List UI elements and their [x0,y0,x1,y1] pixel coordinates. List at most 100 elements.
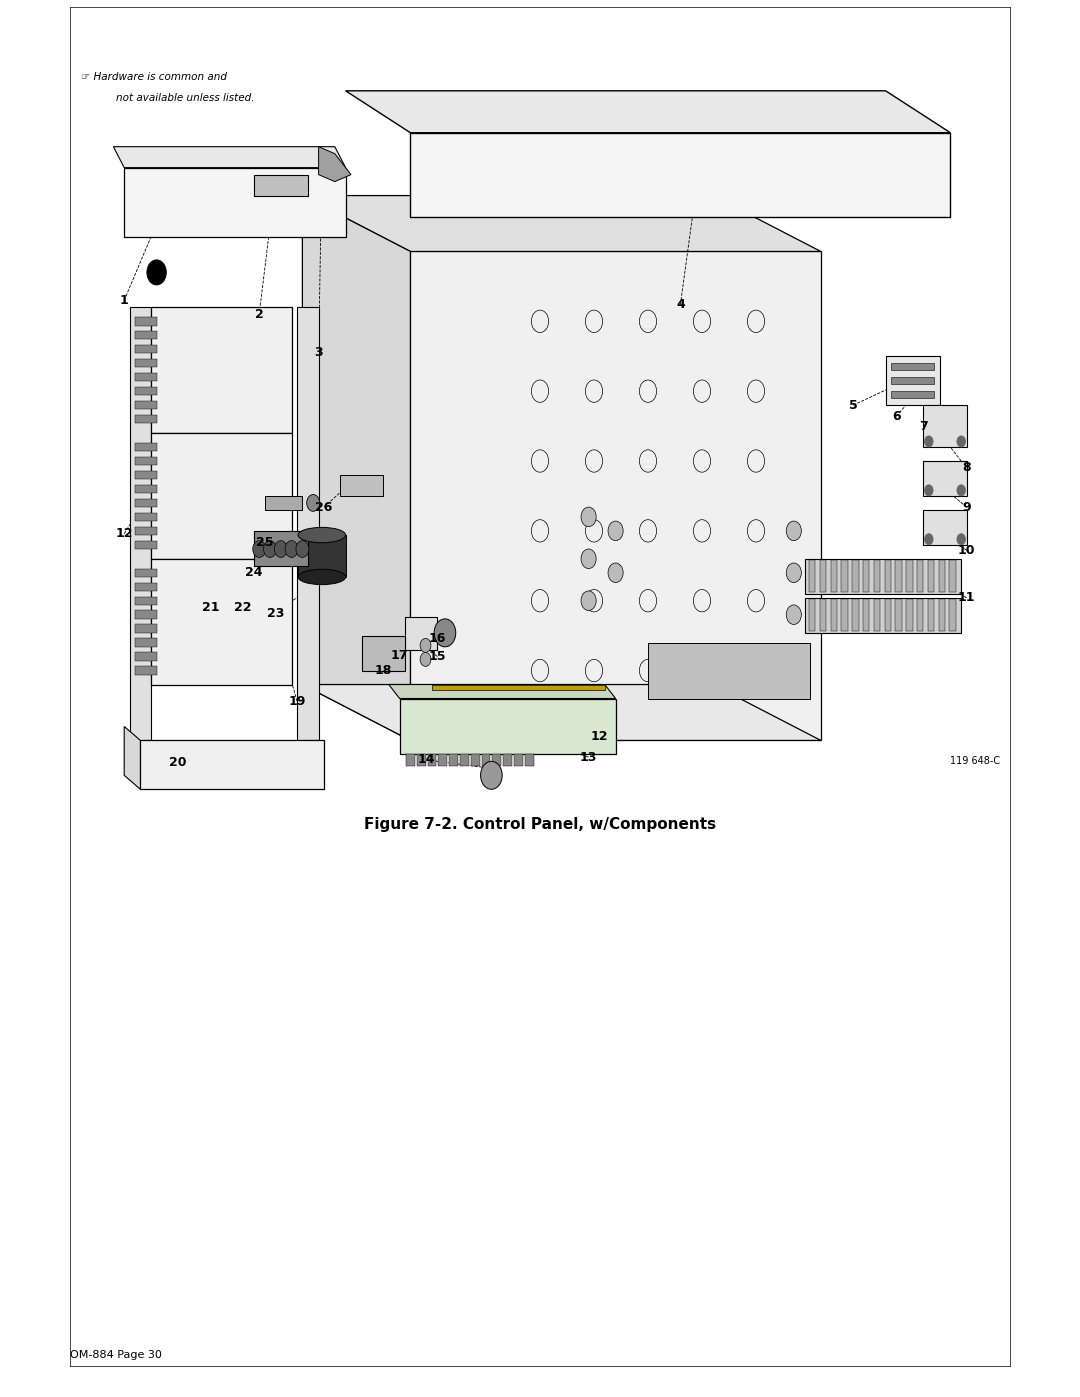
Polygon shape [135,527,157,535]
Polygon shape [362,636,405,671]
Text: 24: 24 [245,566,262,580]
Polygon shape [923,461,967,496]
Polygon shape [124,168,346,237]
Polygon shape [885,599,891,631]
Polygon shape [297,307,319,740]
Polygon shape [400,698,616,754]
Circle shape [957,485,966,496]
Polygon shape [135,485,157,493]
Polygon shape [302,196,410,740]
Text: 2: 2 [255,307,264,321]
Text: 26: 26 [315,500,333,514]
Polygon shape [449,754,458,766]
Circle shape [786,563,801,583]
Polygon shape [124,726,140,789]
Polygon shape [410,251,821,740]
Text: 7: 7 [919,419,928,433]
Polygon shape [151,307,292,433]
Polygon shape [438,754,447,766]
Text: 119 648-C: 119 648-C [950,756,1000,767]
Polygon shape [503,754,512,766]
Polygon shape [340,475,383,496]
Polygon shape [805,559,961,594]
Text: 14: 14 [418,753,435,767]
Polygon shape [113,147,346,168]
Polygon shape [831,560,837,592]
Polygon shape [885,560,891,592]
Circle shape [957,534,966,545]
Polygon shape [135,359,157,367]
Circle shape [420,652,431,666]
Circle shape [285,541,298,557]
Polygon shape [939,560,945,592]
Polygon shape [928,599,934,631]
Polygon shape [949,560,956,592]
Polygon shape [460,754,469,766]
Circle shape [307,495,320,511]
Text: 18: 18 [375,664,392,678]
Text: OM-884 Page 30: OM-884 Page 30 [70,1350,162,1361]
Polygon shape [852,560,859,592]
Polygon shape [831,599,837,631]
Text: 5: 5 [849,398,858,412]
Circle shape [786,521,801,541]
Text: 17: 17 [391,648,408,662]
Circle shape [264,541,276,557]
Polygon shape [265,496,302,510]
Polygon shape [406,754,415,766]
Polygon shape [135,457,157,465]
Polygon shape [820,599,826,631]
Polygon shape [319,147,351,182]
Polygon shape [471,754,480,766]
Polygon shape [135,401,157,409]
Text: 25: 25 [256,535,273,549]
Polygon shape [514,754,523,766]
Polygon shape [895,599,902,631]
Polygon shape [130,307,151,740]
Circle shape [481,761,502,789]
Polygon shape [939,599,945,631]
Polygon shape [874,560,880,592]
Text: 21: 21 [202,601,219,615]
Ellipse shape [298,570,346,584]
Polygon shape [135,331,157,339]
Circle shape [608,521,623,541]
Text: 3: 3 [314,345,323,359]
Polygon shape [135,583,157,591]
Text: 4: 4 [676,298,685,312]
Text: 16: 16 [429,631,446,645]
Polygon shape [135,415,157,423]
Polygon shape [135,471,157,479]
Text: 6: 6 [892,409,901,423]
Polygon shape [346,91,950,133]
Polygon shape [135,638,157,647]
Polygon shape [135,597,157,605]
Polygon shape [302,685,821,740]
Polygon shape [302,196,821,251]
Text: 1: 1 [120,293,129,307]
Polygon shape [891,363,934,370]
Polygon shape [492,754,501,766]
Polygon shape [923,510,967,545]
Polygon shape [298,535,346,577]
Polygon shape [809,560,815,592]
Circle shape [786,605,801,624]
Polygon shape [841,599,848,631]
Polygon shape [135,652,157,661]
Polygon shape [405,617,437,650]
Polygon shape [151,559,292,685]
Polygon shape [135,499,157,507]
Circle shape [253,541,266,557]
Polygon shape [151,433,292,559]
Polygon shape [389,685,616,698]
Polygon shape [525,754,534,766]
Polygon shape [820,560,826,592]
Polygon shape [923,405,967,447]
Circle shape [957,436,966,447]
Polygon shape [863,599,869,631]
Text: 8: 8 [962,461,971,475]
Polygon shape [135,387,157,395]
Polygon shape [891,391,934,398]
Polygon shape [428,754,436,766]
Polygon shape [135,610,157,619]
